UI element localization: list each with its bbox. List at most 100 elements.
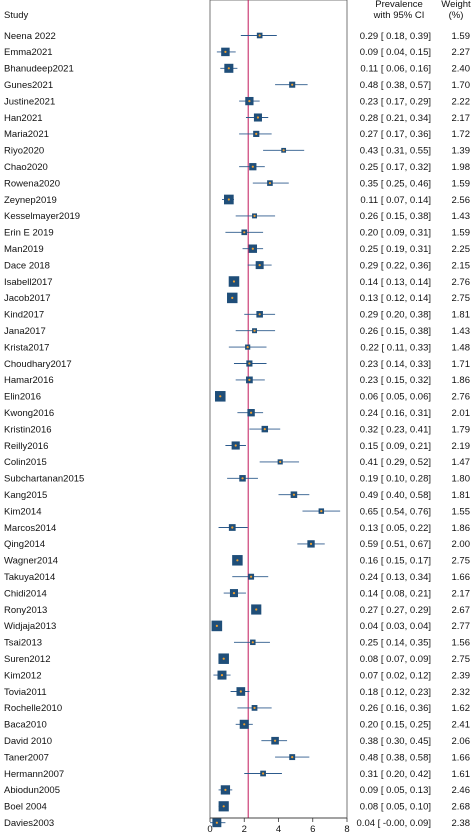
weight-value: 2.67 [452,605,471,616]
study-row: Choudhary2017 0.23 [ 0.14, 0.33] 1.71 [4,359,470,370]
point-estimate [227,67,230,70]
point-estimate [239,690,242,693]
weight-value: 1.70 [452,80,471,91]
prevalence-ci-value: 0.31 [ 0.20, 0.42] [360,769,431,780]
study-row: Tovia2011 0.18 [ 0.12, 0.23] 2.32 [4,687,470,698]
study-name: Taner2007 [4,752,49,763]
study-row: Kesselmayer2019 0.26 [ 0.15, 0.38] 1.43 [4,211,470,222]
study-name: Baca2010 [4,720,47,731]
study-row: Rony2013 0.27 [ 0.27, 0.29] 2.67 [4,604,471,616]
study-name: Kim2014 [4,506,42,517]
weight-column-header: Weight [441,0,471,10]
prevalence-ci-value: 0.23 [ 0.17, 0.29] [360,96,431,107]
point-estimate [253,214,256,217]
study-rows: Neena 2022 0.29 [ 0.18, 0.39] 1.59 Emma2021… [4,0,470,829]
point-estimate [253,706,256,710]
study-name: Elin2016 [4,392,41,403]
study-name: Chao2020 [4,162,48,173]
study-name: Neena 2022 [4,31,56,42]
prevalence-ci-value: 0.15 [ 0.09, 0.21] [360,441,431,452]
point-estimate [250,411,253,414]
prevalence-ci-value: 0.23 [ 0.14, 0.33] [360,359,431,370]
point-estimate [246,346,249,349]
study-name: Erin E 2019 [4,228,54,239]
weight-value: 2.75 [452,654,471,665]
study-row: Hamar2016 0.23 [ 0.15, 0.32] 1.86 [4,375,470,386]
weight-value: 1.81 [452,490,471,501]
study-row: Abiodun2005 0.09 [ 0.05, 0.13] 2.46 [4,785,470,796]
study-name: Colin2015 [4,457,47,468]
prevalence-ci-value: 0.35 [ 0.25, 0.46] [360,178,431,189]
prevalence-ci-value: 0.08 [ 0.05, 0.10] [360,802,431,813]
point-estimate [215,624,218,628]
weight-value: 1.62 [452,703,471,714]
study-row: Rochelle2010 0.26 [ 0.16, 0.36] 1.62 [4,703,470,714]
study-name: Justine2021 [4,96,55,107]
study-row: Krista2017 0.22 [ 0.11, 0.33] 1.48 [4,342,470,353]
prevalence-ci-value: 0.11 [ 0.07, 0.14] [360,195,431,206]
prevalence-ci-value: 0.48 [ 0.38, 0.58] [360,752,431,763]
study-row: Erin E 2019 0.20 [ 0.09, 0.31] 1.59 [4,228,470,239]
study-name: Man2019 [4,244,44,255]
study-name: Dace 2018 [4,260,50,271]
point-estimate [222,805,225,808]
study-row: Chidi2014 0.14 [ 0.08, 0.21] 2.17 [4,588,470,599]
study-name: Han2021 [4,113,43,124]
prevalence-ci-value: 0.26 [ 0.15, 0.38] [360,326,431,337]
study-row: Isabell2017 0.14 [ 0.13, 0.14] 2.76 [4,276,470,288]
study-row: Jana2017 0.26 [ 0.15, 0.38] 1.43 [4,326,470,337]
study-row: Kristin2016 0.32 [ 0.23, 0.41] 1.79 [4,424,470,435]
study-row: Davies2003 0.04 [ -0.00, 0.09] 2.38 [4,818,470,829]
study-name: Hermann2007 [4,769,64,780]
prevalence-ci-value: 0.14 [ 0.08, 0.21] [360,588,431,599]
study-name: Isabell2017 [4,277,53,288]
weight-value: 1.47 [452,457,471,468]
point-estimate [320,510,323,513]
prevalence-ci-value: 0.38 [ 0.30, 0.45] [360,736,431,747]
study-name: Emma2021 [4,47,53,58]
study-row: David 2010 0.38 [ 0.30, 0.45] 2.06 [4,736,470,747]
study-name: Widjaja2013 [4,621,56,632]
study-name: Zeynep2019 [4,195,57,206]
study-name: Kang2015 [4,490,47,501]
study-row: Widjaja2013 0.04 [ 0.03, 0.04] 2.77 [4,620,470,632]
study-row: Riyo2020 0.43 [ 0.31, 0.55] 1.39 [4,146,470,157]
study-row: Takuya2014 0.24 [ 0.13, 0.34] 1.66 [4,572,470,583]
point-estimate [255,608,258,611]
study-name: Krista2017 [4,342,49,353]
study-row: Tsai2013 0.25 [ 0.14, 0.35] 1.56 [4,638,470,649]
study-name: Rochelle2010 [4,703,62,714]
x-tick-label: 6 [310,824,315,835]
point-estimate [251,165,254,168]
study-row: Hermann2007 0.31 [ 0.20, 0.42] 1.61 [4,769,470,780]
x-tick-label: 8 [344,824,349,835]
point-estimate [248,378,251,381]
point-estimate [251,641,254,644]
prevalence-ci-value: 0.65 [ 0.54, 0.76] [360,506,431,517]
point-estimate [224,788,227,792]
point-estimate [291,756,294,759]
study-column-header: Study [4,10,29,21]
prevalence-ci-value: 0.13 [ 0.12, 0.14] [360,293,431,304]
study-row: Qing2014 0.59 [ 0.51, 0.67] 2.00 [4,539,470,550]
study-row: Kind2017 0.29 [ 0.20, 0.38] 1.81 [4,310,470,321]
prevalence-column-header: Prevalence [375,0,423,10]
weight-unit-subheader: (%) [449,10,464,21]
point-estimate [241,477,244,480]
study-row: Elin2016 0.06 [ 0.05, 0.06] 2.76 [4,391,470,403]
study-name: Marcos2014 [4,523,56,534]
study-row: Han2021 0.28 [ 0.21, 0.34] 2.17 [4,113,470,124]
weight-value: 1.72 [452,129,471,140]
weight-value: 1.81 [452,310,471,321]
prevalence-ci-value: 0.20 [ 0.09, 0.31] [360,228,431,239]
weight-value: 1.59 [452,228,471,239]
prevalence-ci-value: 0.29 [ 0.18, 0.39] [360,31,431,42]
weight-value: 2.17 [452,588,471,599]
x-tick-label: 2 [242,824,247,835]
prevalence-ci-value: 0.29 [ 0.22, 0.36] [360,260,431,271]
study-name: Riyo2020 [4,146,44,157]
weight-value: 1.55 [452,506,471,517]
study-row: Kang2015 0.49 [ 0.40, 0.58] 1.81 [4,490,470,501]
point-estimate [273,739,277,742]
weight-value: 1.86 [452,523,471,534]
